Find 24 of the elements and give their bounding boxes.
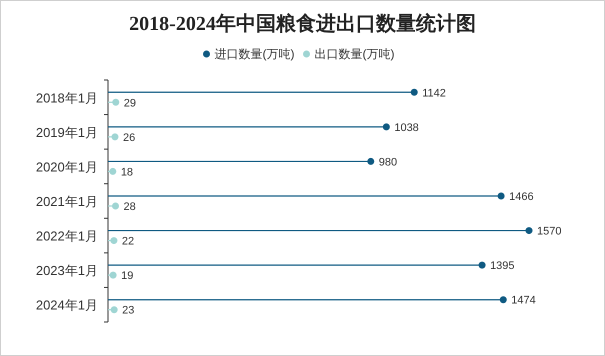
data-label: 1466 [509,191,534,203]
y-tick-label: 2023年1月 [36,263,98,278]
y-tick-label: 2021年1月 [36,194,98,209]
data-label: 19 [121,270,134,282]
data-label: 1142 [422,87,446,100]
y-tick-label: 2019年1月 [36,124,98,140]
data-label: 980 [378,156,398,168]
y-tick-label: 2024年1月 [36,298,98,313]
data-label: 26 [122,132,136,144]
data-label: 29 [124,97,136,110]
y-tick-label: 2022年1月 [36,228,98,244]
data-label: 1038 [394,122,419,134]
data-label: 1395 [490,260,515,272]
data-label: 22 [122,236,134,248]
data-label: 18 [120,166,134,178]
data-label: 1474 [511,294,536,307]
y-tick-label: 2018年1月 [36,90,98,106]
data-label: 1570 [537,226,562,238]
data-label: 28 [124,201,136,213]
legend-label: 进口数量(万吨) [214,47,294,61]
data-label: 23 [122,304,134,317]
legend-label: 出口数量(万吨) [314,47,394,61]
y-tick-label: 2020年1月 [36,159,98,174]
chart-title: 2018-2024年中国粮食进出口数量统计图 [129,12,476,35]
